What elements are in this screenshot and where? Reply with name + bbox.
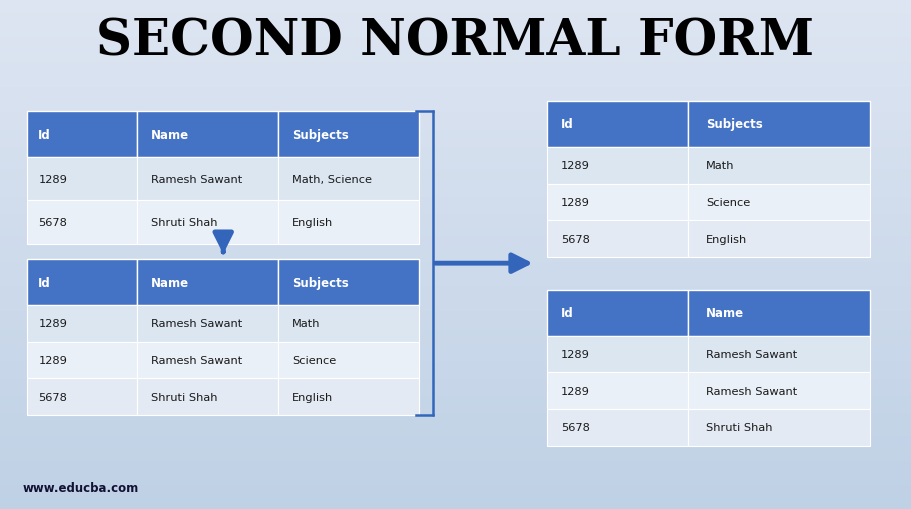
Bar xyxy=(278,158,419,201)
Bar xyxy=(137,112,278,158)
Text: Ramesh Sawant: Ramesh Sawant xyxy=(150,319,242,329)
Bar xyxy=(137,158,278,201)
Bar xyxy=(137,260,278,305)
Text: English: English xyxy=(292,218,333,228)
Text: Ramesh Sawant: Ramesh Sawant xyxy=(150,175,242,184)
Bar xyxy=(547,184,688,221)
Text: Subjects: Subjects xyxy=(706,118,763,131)
Bar xyxy=(547,148,688,184)
Text: 1289: 1289 xyxy=(560,386,589,396)
Text: 1289: 1289 xyxy=(560,161,589,171)
Bar xyxy=(27,342,137,379)
Text: Id: Id xyxy=(560,118,573,131)
Bar xyxy=(27,379,137,415)
Text: SECOND NORMAL FORM: SECOND NORMAL FORM xyxy=(97,18,814,67)
Bar xyxy=(688,102,870,148)
Bar xyxy=(137,379,278,415)
Text: Science: Science xyxy=(292,355,336,365)
Bar xyxy=(688,221,870,258)
Text: English: English xyxy=(706,234,747,244)
Bar xyxy=(278,342,419,379)
Text: Name: Name xyxy=(150,128,189,142)
Bar xyxy=(547,102,688,148)
Bar xyxy=(688,409,870,446)
Bar xyxy=(547,373,688,409)
Text: Ramesh Sawant: Ramesh Sawant xyxy=(150,355,242,365)
Bar xyxy=(547,336,688,373)
Bar xyxy=(278,305,419,342)
Text: 5678: 5678 xyxy=(560,234,589,244)
Text: Science: Science xyxy=(706,197,751,208)
Bar xyxy=(27,158,137,201)
Text: 1289: 1289 xyxy=(38,355,67,365)
Bar xyxy=(688,148,870,184)
Bar xyxy=(137,201,278,244)
Bar xyxy=(27,112,137,158)
Text: Shruti Shah: Shruti Shah xyxy=(706,422,773,433)
Text: 5678: 5678 xyxy=(38,218,67,228)
Text: Math: Math xyxy=(706,161,734,171)
Bar xyxy=(688,290,870,336)
Text: 5678: 5678 xyxy=(38,392,67,402)
Text: Subjects: Subjects xyxy=(292,276,349,289)
Text: Shruti Shah: Shruti Shah xyxy=(150,218,217,228)
Text: Name: Name xyxy=(706,306,744,320)
Text: 1289: 1289 xyxy=(560,197,589,208)
Bar xyxy=(278,379,419,415)
Bar xyxy=(547,221,688,258)
Bar xyxy=(27,305,137,342)
Text: www.educba.com: www.educba.com xyxy=(23,481,139,494)
Text: Subjects: Subjects xyxy=(292,128,349,142)
Bar xyxy=(278,260,419,305)
Text: English: English xyxy=(292,392,333,402)
Bar xyxy=(27,201,137,244)
Text: Math, Science: Math, Science xyxy=(292,175,372,184)
Bar xyxy=(688,184,870,221)
Text: Id: Id xyxy=(560,306,573,320)
Text: Math: Math xyxy=(292,319,321,329)
Text: 5678: 5678 xyxy=(560,422,589,433)
Text: Id: Id xyxy=(38,128,51,142)
Text: 1289: 1289 xyxy=(38,175,67,184)
Text: Id: Id xyxy=(38,276,51,289)
Text: Shruti Shah: Shruti Shah xyxy=(150,392,217,402)
Text: 1289: 1289 xyxy=(38,319,67,329)
Bar xyxy=(137,342,278,379)
Bar xyxy=(547,290,688,336)
Bar xyxy=(688,373,870,409)
Bar xyxy=(137,305,278,342)
Bar xyxy=(688,336,870,373)
Text: Ramesh Sawant: Ramesh Sawant xyxy=(706,386,797,396)
Text: 1289: 1289 xyxy=(560,349,589,359)
Text: Name: Name xyxy=(150,276,189,289)
Bar xyxy=(278,201,419,244)
Bar xyxy=(27,260,137,305)
Bar xyxy=(278,112,419,158)
Text: Ramesh Sawant: Ramesh Sawant xyxy=(706,349,797,359)
Bar xyxy=(547,409,688,446)
